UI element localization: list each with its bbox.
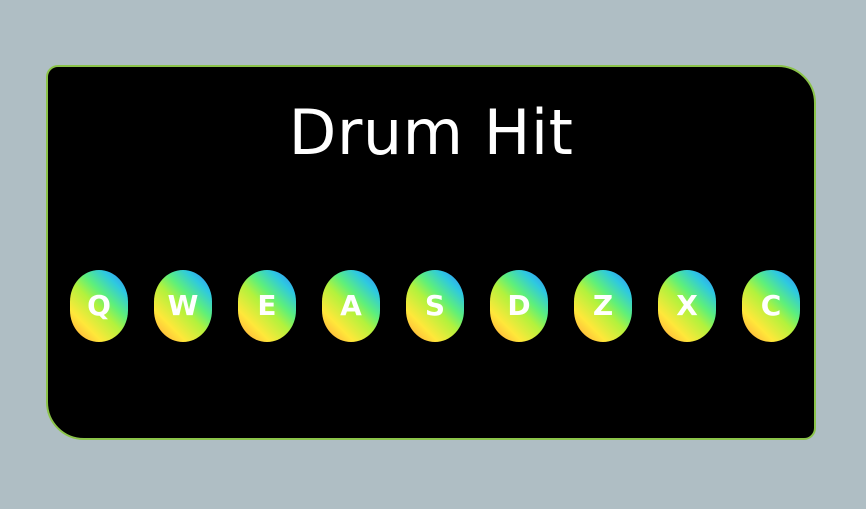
drum-pad-row: Q W E A S D Z X C (70, 270, 800, 342)
drum-machine-panel: Drum Hit Q W E A S D Z X C (46, 65, 816, 440)
drum-pad-a[interactable]: A (322, 270, 380, 342)
drum-pad-key-label: X (676, 289, 698, 322)
app-title: Drum Hit (288, 96, 574, 169)
drum-pad-x[interactable]: X (658, 270, 716, 342)
drum-pad-c[interactable]: C (742, 270, 800, 342)
drum-pad-s[interactable]: S (406, 270, 464, 342)
drum-pad-d[interactable]: D (490, 270, 548, 342)
drum-pad-key-label: A (340, 289, 362, 322)
drum-pad-key-label: Z (592, 289, 614, 322)
drum-pad-key-label: W (167, 289, 199, 322)
drum-pad-e[interactable]: E (238, 270, 296, 342)
drum-pad-q[interactable]: Q (70, 270, 128, 342)
drum-pad-key-label: Q (87, 289, 111, 322)
drum-pad-key-label: C (760, 289, 782, 322)
drum-pad-w[interactable]: W (154, 270, 212, 342)
drum-pad-key-label: D (507, 289, 531, 322)
drum-pad-key-label: E (257, 289, 277, 322)
drum-pad-key-label: S (424, 289, 446, 322)
drum-pad-z[interactable]: Z (574, 270, 632, 342)
